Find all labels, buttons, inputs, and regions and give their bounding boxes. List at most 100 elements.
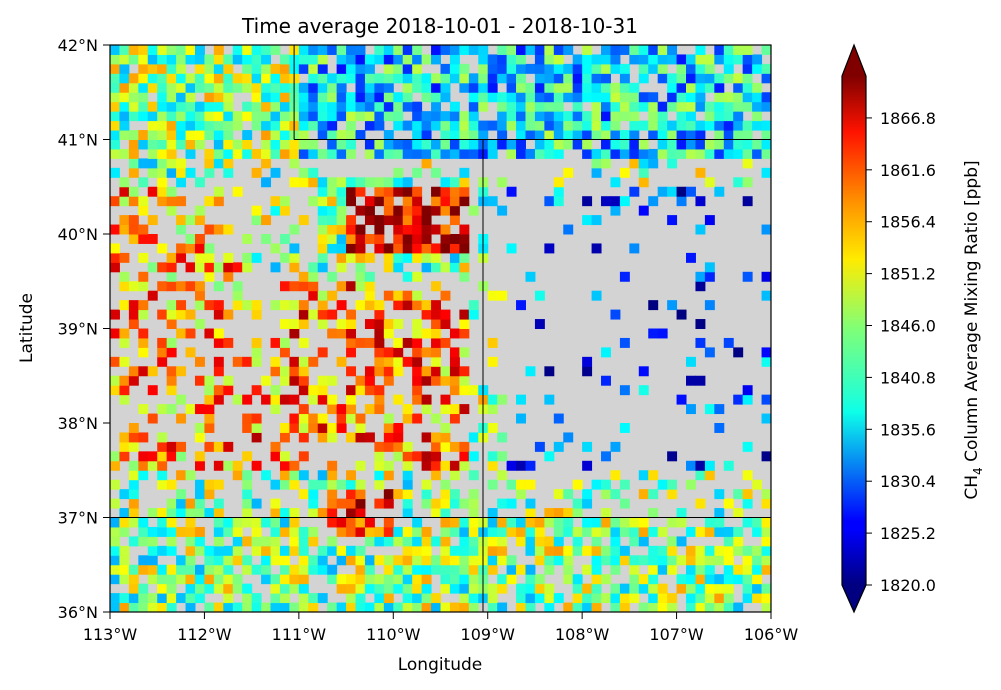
heatmap-cell xyxy=(686,54,696,65)
heatmap-cell xyxy=(516,583,526,594)
heatmap-cell xyxy=(723,498,734,509)
heatmap-cell xyxy=(733,394,744,405)
heatmap-cell xyxy=(166,205,177,216)
heatmap-cell xyxy=(147,54,158,65)
heatmap-cell xyxy=(185,508,196,518)
heatmap-cell xyxy=(440,186,451,197)
heatmap-cell xyxy=(213,441,224,452)
heatmap-cell xyxy=(213,111,224,122)
heatmap-cell xyxy=(402,460,413,471)
heatmap-cell xyxy=(176,73,187,84)
heatmap-cell xyxy=(251,111,262,122)
heatmap-cell xyxy=(695,101,706,112)
heatmap-cell xyxy=(308,73,319,84)
heatmap-cell xyxy=(478,73,489,84)
heatmap-cell xyxy=(176,111,187,122)
heatmap-cell xyxy=(346,196,357,207)
heatmap-cell xyxy=(412,215,423,226)
heatmap-cell xyxy=(289,536,300,547)
heatmap-cell xyxy=(147,73,158,84)
heatmap-cell xyxy=(119,602,130,612)
heatmap-cell xyxy=(468,148,479,159)
heatmap-cell xyxy=(147,120,158,131)
heatmap-cell xyxy=(761,602,771,612)
heatmap-cell xyxy=(279,148,290,159)
heatmap-cell xyxy=(261,82,272,93)
heatmap-cell xyxy=(138,337,149,348)
heatmap-cell xyxy=(327,489,338,500)
heatmap-cell xyxy=(176,328,187,339)
heatmap-cell xyxy=(279,555,290,566)
heatmap-cell xyxy=(194,564,205,575)
heatmap-cell xyxy=(232,281,243,292)
heatmap-cell xyxy=(128,167,139,178)
heatmap-cell xyxy=(110,602,120,612)
heatmap-cell xyxy=(298,45,309,55)
heatmap-cell xyxy=(383,243,394,254)
heatmap-cell xyxy=(553,148,564,159)
heatmap-cell xyxy=(601,63,611,74)
heatmap-cell xyxy=(516,602,526,612)
heatmap-cell xyxy=(459,63,470,74)
heatmap-cell xyxy=(138,281,149,292)
heatmap-cell xyxy=(506,526,517,537)
heatmap-cell xyxy=(317,309,328,320)
heatmap-cell xyxy=(563,111,574,122)
heatmap-cell xyxy=(289,583,300,594)
heatmap-cell xyxy=(336,234,347,244)
heatmap-cell xyxy=(308,536,319,547)
heatmap-cell xyxy=(440,262,451,273)
heatmap-cell xyxy=(619,148,630,159)
x-tick-label: 108°W xyxy=(555,625,610,644)
heatmap-cell xyxy=(553,177,564,188)
heatmap-cell xyxy=(440,224,451,235)
heatmap-cell xyxy=(752,545,763,556)
heatmap-cell xyxy=(147,45,158,55)
heatmap-cell xyxy=(110,130,120,140)
heatmap-cell xyxy=(629,574,640,585)
heatmap-cell xyxy=(742,441,753,452)
heatmap-cell xyxy=(270,63,281,74)
heatmap-cell xyxy=(459,82,470,93)
heatmap-cell xyxy=(138,526,149,537)
heatmap-cell xyxy=(553,555,564,566)
heatmap-cell xyxy=(298,271,309,282)
heatmap-cell xyxy=(289,158,300,169)
heatmap-cell xyxy=(667,120,678,131)
heatmap-cell xyxy=(582,120,593,131)
heatmap-cell xyxy=(638,158,649,169)
heatmap-cell xyxy=(270,92,281,103)
heatmap-cell xyxy=(695,337,706,348)
heatmap-cell xyxy=(374,366,385,377)
heatmap-cell xyxy=(327,479,338,490)
heatmap-cell xyxy=(383,319,394,329)
heatmap-cell xyxy=(364,92,375,103)
heatmap-cell xyxy=(648,489,659,500)
plot-area xyxy=(110,45,771,612)
heatmap-cell xyxy=(487,555,498,566)
heatmap-cell xyxy=(534,583,545,594)
heatmap-cell xyxy=(393,526,404,537)
heatmap-cell xyxy=(383,205,394,216)
heatmap-cell xyxy=(393,347,404,358)
heatmap-cell xyxy=(204,385,215,396)
heatmap-cell xyxy=(686,120,696,131)
heatmap-cell xyxy=(176,92,187,103)
heatmap-cell xyxy=(393,73,404,84)
heatmap-cell xyxy=(279,205,290,216)
heatmap-cell xyxy=(629,101,640,112)
heatmap-cell xyxy=(591,130,602,140)
heatmap-cell xyxy=(497,574,508,585)
heatmap-cell xyxy=(459,319,470,329)
heatmap-cell xyxy=(714,120,725,131)
heatmap-cell xyxy=(147,148,158,159)
heatmap-cell xyxy=(185,593,196,604)
heatmap-cell xyxy=(176,101,187,112)
heatmap-cell xyxy=(223,271,234,282)
heatmap-cell xyxy=(157,470,168,481)
heatmap-cell xyxy=(194,423,205,433)
heatmap-cell xyxy=(544,517,555,528)
heatmap-cell xyxy=(110,243,120,254)
heatmap-cell xyxy=(704,82,715,93)
heatmap-cell xyxy=(242,423,253,433)
